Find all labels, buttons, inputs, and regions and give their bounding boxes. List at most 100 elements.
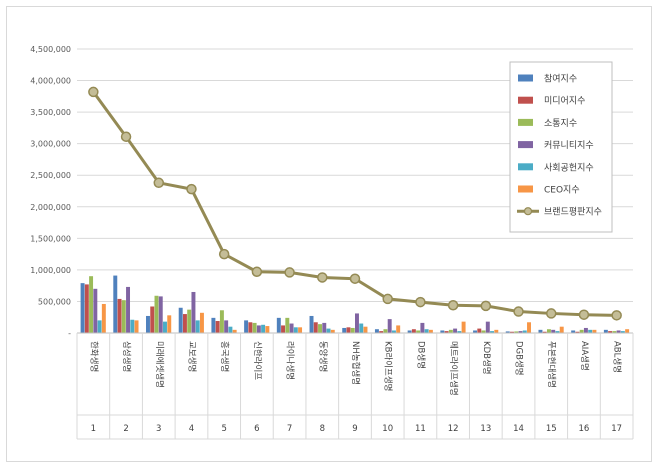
line-point (349, 273, 361, 284)
legend-label: CEO지수 (544, 185, 580, 196)
bar (80, 283, 85, 333)
y-tick-label: 1,000,000 (30, 266, 71, 275)
bar (625, 329, 630, 333)
bar-series (80, 275, 630, 333)
bar (285, 317, 290, 333)
bar (396, 325, 401, 333)
bar (440, 330, 445, 333)
bar (612, 331, 617, 333)
legend-label: 사회공헌지수 (544, 162, 594, 173)
rank-label: 8 (320, 424, 325, 434)
line-point (317, 272, 328, 283)
category-label: 동양생명 (317, 341, 328, 372)
bar (391, 330, 396, 333)
bar (150, 306, 155, 333)
bar (167, 315, 172, 333)
rank-label: 6 (254, 424, 259, 434)
legend-label: 미디어지수 (544, 96, 585, 107)
bar (261, 324, 266, 333)
rank-label: 9 (352, 424, 357, 434)
bar (420, 322, 425, 333)
bar (453, 328, 458, 333)
legend-swatch (518, 118, 533, 126)
rank-label: 17 (611, 424, 622, 434)
legend-swatch (518, 96, 533, 104)
legend-swatch (518, 185, 533, 193)
bar (407, 330, 412, 333)
bar (379, 331, 384, 333)
category-label: 한화생명 (88, 341, 99, 372)
bar (527, 322, 531, 333)
bar (134, 320, 139, 333)
line-point (415, 296, 426, 308)
y-tick-label: 3,500,000 (30, 108, 71, 117)
bar (298, 327, 303, 333)
legend-swatch (518, 141, 533, 149)
category-label: 흥국생명 (219, 341, 230, 372)
bar (97, 320, 102, 333)
bar (387, 319, 392, 333)
bar (252, 322, 257, 333)
bar (309, 315, 314, 333)
bar (281, 325, 286, 333)
line-point (251, 266, 263, 278)
category-label: 메트라이프생명 (448, 341, 459, 396)
bar (461, 321, 466, 333)
bar (583, 327, 588, 333)
bar (588, 329, 593, 333)
category-label: 라이나생명 (285, 341, 296, 380)
bar (158, 296, 163, 333)
bar (350, 327, 355, 333)
bar (514, 331, 519, 333)
chart-frame: - 500,000 1,000,000 1,500,000 2,000,000 2,500… (6, 6, 652, 462)
bar (265, 326, 270, 333)
bar (363, 326, 368, 333)
bar (84, 284, 89, 333)
bar (575, 331, 580, 333)
line-point (513, 306, 524, 317)
legend-label: 커뮤니티지수 (544, 140, 594, 151)
legend-swatch (518, 74, 533, 82)
bar (522, 330, 527, 333)
legend-label: 소통지수 (544, 118, 577, 129)
rank-label: 11 (415, 424, 426, 434)
line-point (611, 310, 622, 321)
category-label: NH농협생명 (350, 341, 361, 385)
bar (518, 331, 523, 333)
bar (330, 329, 335, 333)
bar (603, 329, 608, 333)
rank-label: 15 (546, 424, 557, 434)
category-label: KDB생명 (481, 341, 492, 375)
bar (244, 320, 249, 333)
rank-label: 16 (579, 424, 590, 434)
bar (187, 309, 192, 333)
bar (232, 329, 237, 333)
bar (126, 286, 131, 333)
bar (322, 322, 327, 333)
bar (559, 326, 564, 333)
bar (505, 331, 510, 333)
bar (326, 328, 331, 333)
rank-label: 5 (221, 424, 226, 434)
bar (546, 329, 551, 333)
bar (313, 322, 318, 333)
bar (411, 329, 416, 333)
category-label: 교보생명 (186, 341, 197, 372)
category-label: AIA생명 (579, 341, 590, 371)
bar (342, 327, 347, 333)
y-tick-label: 4,000,000 (30, 77, 71, 86)
bar (93, 288, 98, 333)
bar (592, 329, 597, 333)
line-point (120, 131, 132, 142)
y-tick-label: 500,000 (38, 297, 71, 306)
bar (163, 321, 167, 333)
bar (199, 312, 204, 333)
category-label: KB라이프생명 (383, 341, 394, 392)
line-point (284, 267, 295, 278)
bar (154, 295, 159, 333)
rank-label: 12 (448, 424, 459, 434)
bar (89, 276, 94, 333)
bar (215, 321, 220, 333)
bar (485, 321, 490, 333)
x-axis: 한화생명 1 삼성생명 2 미래에셋생명 3 교보생명 4 흥국생명 5 신한라이프 6 라이나생명 7 동… (76, 332, 634, 440)
